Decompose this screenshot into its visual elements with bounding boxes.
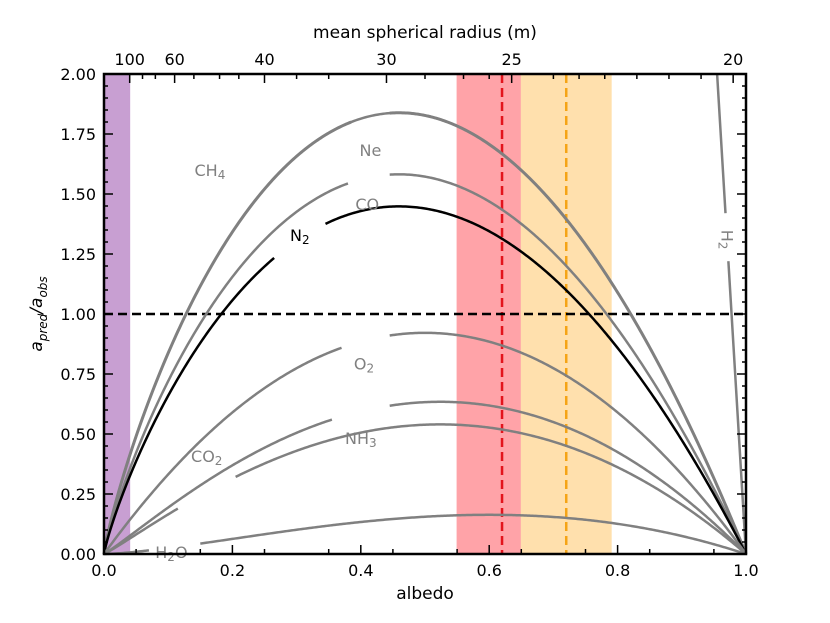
x-tick-label: 0.4	[348, 561, 373, 580]
label-n2: N2	[290, 226, 310, 247]
top-tick-label: 40	[254, 50, 274, 69]
label-ne: Ne	[360, 140, 382, 159]
series-h2	[715, 73, 748, 555]
curve-labels-layer: Ne CH4 CO N2 O2 NH3 CO2 H2O H2	[155, 140, 737, 563]
x-tick-label: 0.2	[220, 561, 245, 580]
y-tick-label: 0.25	[60, 485, 96, 504]
x-tick-label: 0.0	[91, 561, 116, 580]
top-tick-label: 30	[376, 50, 396, 69]
y-axis-title: apred/aobs	[27, 276, 50, 351]
series-co	[102, 173, 748, 555]
ticks-layer: 0.0 0.2 0.4 0.6 0.8 1.0 0.00 0.25 0.50 0.75 1.00 1.…	[60, 50, 758, 580]
top-axis-title: mean spherical radius (m)	[313, 23, 537, 43]
series-ch4	[102, 111, 748, 555]
x-tick-label: 0.6	[476, 561, 501, 580]
top-tick-label: 100	[114, 50, 145, 69]
y-tick-label: 1.25	[60, 245, 96, 264]
y-tick-label: 1.00	[60, 305, 96, 324]
label-h2o: H2O	[155, 542, 187, 563]
x-tick-label: 1.0	[733, 561, 758, 580]
label-co2: CO2	[191, 446, 222, 467]
plot-frame	[102, 72, 748, 556]
series-co2	[103, 423, 747, 556]
series-h2o	[103, 513, 747, 556]
series-n2	[102, 205, 748, 555]
label-nh3: NH3	[345, 428, 377, 449]
y-tick-label: 1.75	[60, 125, 96, 144]
y-tick-label: 2.00	[60, 65, 96, 84]
y-tick-label: 1.50	[60, 185, 96, 204]
x-tick-label: 0.8	[605, 561, 630, 580]
x-axis-title: albedo	[396, 584, 454, 604]
series-o2	[102, 331, 748, 555]
label-co: CO	[355, 194, 379, 213]
label-o2: O2	[354, 354, 374, 375]
label-h2: H2	[716, 230, 737, 250]
top-tick-label: 25	[501, 50, 521, 69]
y-tick-label: 0.00	[60, 545, 96, 564]
top-tick-label: 60	[164, 50, 184, 69]
curves-layer	[102, 73, 748, 556]
series-nh3	[103, 400, 747, 556]
top-tick-label: 20	[723, 50, 743, 69]
y-tick-label: 0.50	[60, 425, 96, 444]
y-tick-label: 0.75	[60, 365, 96, 384]
label-ch4: CH4	[195, 161, 226, 182]
